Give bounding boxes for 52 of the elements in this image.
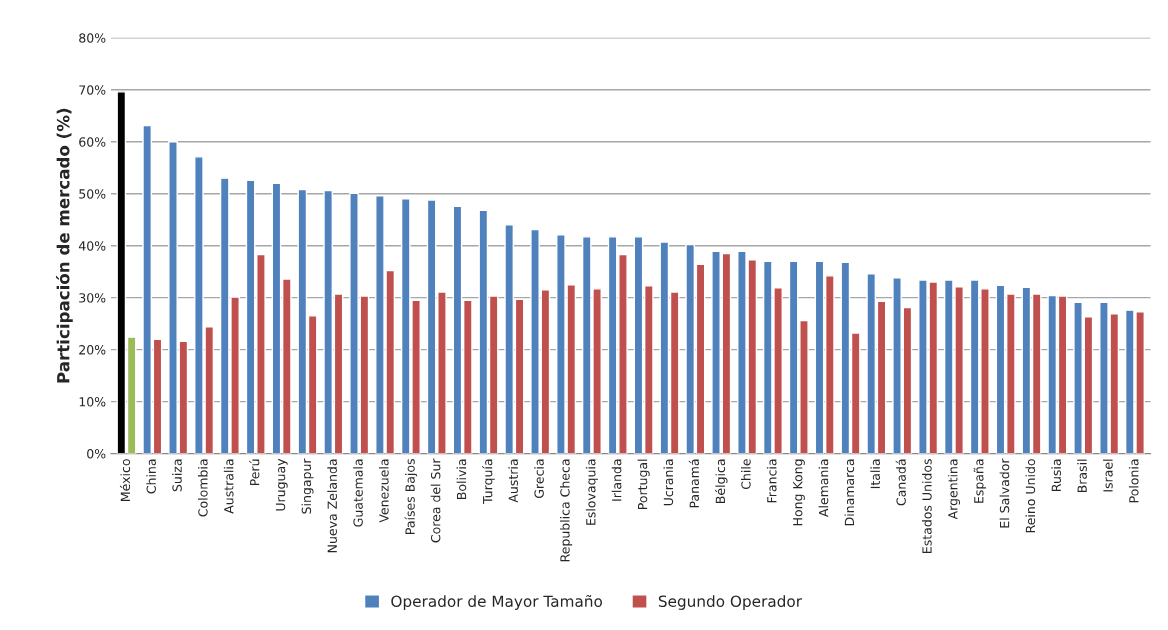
x-tick-label: Eslovaquia xyxy=(585,459,598,525)
x-tick-label: Irlanda xyxy=(611,459,622,501)
x-tick-label: Colombia xyxy=(198,459,208,517)
y-tick-label: 70% xyxy=(79,85,106,95)
y-tick-label: 20% xyxy=(79,345,106,355)
x-tick-label: El Salvador xyxy=(999,458,1010,528)
x-tick-label: España xyxy=(973,459,986,503)
x-tick-label: Chile xyxy=(741,459,751,490)
x-tick-label: Reino Unido xyxy=(1025,459,1036,533)
x-tick-label: Suiza xyxy=(172,459,182,492)
legend-label: Segundo Operador xyxy=(658,595,803,610)
x-tick-label: Bélgica xyxy=(714,459,728,503)
x-tick-label: Bolivia xyxy=(456,459,467,499)
x-tick-label: Turquía xyxy=(482,459,495,505)
y-tick-label: 0% xyxy=(87,449,106,459)
y-axis-title: Participación de mercado (%) xyxy=(55,108,73,383)
x-tick-label: Portugal xyxy=(637,459,650,509)
x-tick-label: Republica Checa xyxy=(560,459,573,562)
x-tick-label: Singapur xyxy=(301,458,314,514)
x-tick-label: Brasil xyxy=(1077,459,1087,493)
x-tick-label: Rusia xyxy=(1051,459,1062,491)
x-tick-label: Austria xyxy=(508,459,518,503)
y-tick-label: 30% xyxy=(79,293,106,303)
x-tick-label: Alemania xyxy=(818,459,829,517)
x-tick-label: Países Bajos xyxy=(404,459,418,534)
x-tick-label: Guatemala xyxy=(353,459,363,527)
y-tick-label: 60% xyxy=(79,137,106,147)
x-tick-label: China xyxy=(146,459,156,494)
x-tick-label: Dinamarca xyxy=(844,459,855,526)
x-tick-label: Hong Kong xyxy=(793,459,805,526)
x-tick-label: Nueva Zelanda xyxy=(327,459,337,553)
x-tick-label: Francia xyxy=(766,459,777,503)
y-tick-label: 10% xyxy=(79,397,106,407)
x-tick-label: Australia xyxy=(223,459,234,514)
x-tick-label: Canadá xyxy=(895,459,906,506)
y-tick-label: 40% xyxy=(78,241,106,251)
x-tick-label: Grecia xyxy=(534,459,544,498)
x-tick-label: Uruguay xyxy=(275,458,288,511)
y-tick-label: 50% xyxy=(79,189,106,199)
x-tick-label: Israel xyxy=(1103,459,1113,492)
x-tick-label: México xyxy=(119,459,131,501)
x-tick-label: Polonia xyxy=(1128,459,1139,503)
y-tick-label: 80% xyxy=(79,33,106,43)
x-tick-label: Perú xyxy=(249,459,260,486)
x-tick-label: Corea del Sur xyxy=(430,458,441,543)
x-tick-label: Estados Unidos xyxy=(922,459,932,553)
x-tick-label: Venezuela xyxy=(379,459,389,523)
x-tick-label: Ucrania xyxy=(663,459,674,506)
x-tick-label: Argentina xyxy=(947,459,960,520)
x-tick-label: Panamá xyxy=(688,459,699,508)
x-tick-label: Italia xyxy=(870,459,880,489)
legend-label: Operador de Mayor Tamaño xyxy=(391,594,603,610)
